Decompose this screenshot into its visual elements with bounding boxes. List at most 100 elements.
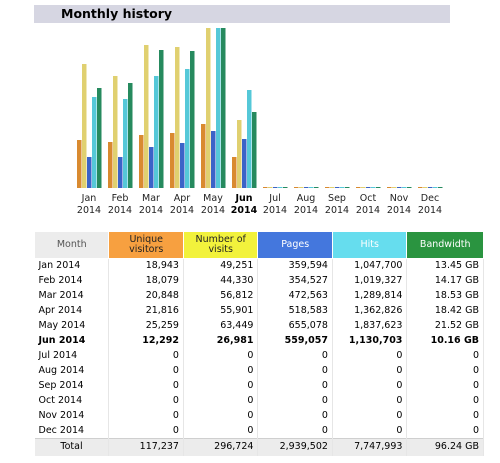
x-tick-month-label: Jan bbox=[81, 193, 97, 204]
table-row: Dec 2014 0 0 0 0 0 bbox=[34, 423, 484, 439]
cell-hits: 1,837,623 bbox=[332, 318, 408, 334]
total-hits: 7,747,993 bbox=[332, 438, 408, 456]
cell-pages: 559,057 bbox=[257, 333, 333, 349]
column-header-number-of-visits: Number of visits bbox=[182, 231, 259, 259]
cell-hits: 1,047,700 bbox=[332, 258, 408, 274]
cell-bandwidth: 10.16 GB bbox=[406, 333, 484, 349]
column-header-month: Month bbox=[33, 231, 110, 259]
bar-pages-may bbox=[211, 131, 216, 188]
bar-bandwidth-dec bbox=[438, 187, 443, 188]
table-row: Apr 2014 21,816 55,901 518,583 1,362,826 18.4… bbox=[34, 303, 484, 319]
total-pages: 2,939,502 bbox=[257, 438, 333, 456]
table-row: Jan 2014 18,943 49,251 359,594 1,047,700 13.4… bbox=[34, 258, 484, 274]
cell-month: Oct 2014 bbox=[34, 393, 110, 409]
cell-bandwidth: 0 bbox=[406, 378, 484, 394]
x-tick-month-label: Aug bbox=[297, 193, 316, 204]
total-label: Total bbox=[34, 438, 110, 456]
bar-number-of-visits-feb bbox=[113, 76, 118, 188]
cell-pages: 0 bbox=[257, 423, 333, 439]
cell-unique-visitors: 0 bbox=[108, 393, 184, 409]
bar-number-of-visits-oct bbox=[361, 187, 366, 188]
cell-hits: 0 bbox=[332, 378, 408, 394]
column-header-hits: Hits bbox=[331, 231, 408, 259]
cell-hits: 0 bbox=[332, 408, 408, 424]
total-bandwidth: 96.24 GB bbox=[406, 438, 484, 456]
x-tick-month-label: Jul bbox=[268, 193, 280, 204]
bar-unique-visitors-may bbox=[201, 124, 206, 188]
cell-month: Dec 2014 bbox=[34, 423, 110, 439]
bar-bandwidth-oct bbox=[376, 187, 381, 188]
cell-pages: 0 bbox=[257, 348, 333, 364]
cell-bandwidth: 18.53 GB bbox=[406, 288, 484, 304]
bar-pages-nov bbox=[397, 187, 402, 188]
bar-hits-mar bbox=[154, 76, 159, 188]
cell-pages: 0 bbox=[257, 393, 333, 409]
cell-number-of-visits: 44,330 bbox=[183, 273, 259, 289]
cell-bandwidth: 0 bbox=[406, 408, 484, 424]
bar-bandwidth-jul bbox=[283, 187, 288, 188]
x-tick-month-label: Feb bbox=[112, 193, 129, 204]
cell-number-of-visits: 63,449 bbox=[183, 318, 259, 334]
total-unique-visitors: 117,237 bbox=[108, 438, 184, 456]
x-tick-month-label: Mar bbox=[142, 193, 160, 204]
bar-number-of-visits-jan bbox=[82, 64, 87, 188]
bar-unique-visitors-apr bbox=[170, 133, 175, 188]
cell-bandwidth: 0 bbox=[406, 363, 484, 379]
cell-pages: 0 bbox=[257, 363, 333, 379]
bar-unique-visitors-nov bbox=[387, 187, 392, 188]
cell-hits: 0 bbox=[332, 393, 408, 409]
bar-hits-dec bbox=[433, 187, 438, 188]
x-tick-month-label: Jun bbox=[234, 193, 252, 204]
bar-pages-jul bbox=[273, 187, 278, 188]
bar-unique-visitors-jul bbox=[263, 187, 268, 188]
bar-hits-sep bbox=[340, 187, 345, 188]
table-row: Nov 2014 0 0 0 0 0 bbox=[34, 408, 484, 424]
cell-hits: 0 bbox=[332, 363, 408, 379]
cell-hits: 1,362,826 bbox=[332, 303, 408, 319]
bar-pages-dec bbox=[428, 187, 433, 188]
cell-number-of-visits: 49,251 bbox=[183, 258, 259, 274]
cell-hits: 1,130,703 bbox=[332, 333, 408, 349]
cell-unique-visitors: 0 bbox=[108, 408, 184, 424]
x-tick-year-label: 2014 bbox=[201, 205, 225, 216]
bar-pages-jun bbox=[242, 139, 247, 188]
bar-unique-visitors-sep bbox=[325, 187, 330, 188]
bar-number-of-visits-jun bbox=[237, 120, 242, 188]
table-row: Aug 2014 0 0 0 0 0 bbox=[34, 363, 484, 379]
cell-month: Jun 2014 bbox=[34, 333, 110, 349]
table-row: Jul 2014 0 0 0 0 0 bbox=[34, 348, 484, 364]
x-tick-year-label: 2014 bbox=[387, 205, 411, 216]
column-header-unique-visitors: Unique visitors bbox=[108, 231, 184, 259]
cell-pages: 0 bbox=[257, 408, 333, 424]
bar-pages-mar bbox=[149, 147, 154, 188]
bar-hits-feb bbox=[123, 99, 128, 188]
cell-bandwidth: 0 bbox=[406, 348, 484, 364]
bar-hits-oct bbox=[371, 187, 376, 188]
bar-pages-jan bbox=[87, 157, 92, 188]
cell-month: Mar 2014 bbox=[34, 288, 110, 304]
bar-bandwidth-nov bbox=[407, 187, 412, 188]
table-header-row: Month Unique visitors Number of visits P… bbox=[33, 231, 484, 259]
bar-hits-apr bbox=[185, 69, 190, 188]
cell-pages: 359,594 bbox=[257, 258, 333, 274]
x-tick-month-label: May bbox=[203, 193, 223, 204]
x-tick-year-label: 2014 bbox=[77, 205, 101, 216]
bar-unique-visitors-dec bbox=[418, 187, 423, 188]
table-row: Sep 2014 0 0 0 0 0 bbox=[34, 378, 484, 394]
bar-number-of-visits-may bbox=[206, 28, 211, 188]
cell-month: May 2014 bbox=[34, 318, 110, 334]
cell-number-of-visits: 0 bbox=[183, 348, 259, 364]
x-tick-month-label: Dec bbox=[421, 193, 439, 204]
table-row: Feb 2014 18,079 44,330 354,527 1,019,327 14.1… bbox=[34, 273, 484, 289]
bar-pages-sep bbox=[335, 187, 340, 188]
bar-hits-aug bbox=[309, 187, 314, 188]
x-tick-year-label: 2014 bbox=[108, 205, 132, 216]
x-tick-year-label: 2014 bbox=[294, 205, 318, 216]
cell-unique-visitors: 0 bbox=[108, 423, 184, 439]
bar-unique-visitors-feb bbox=[108, 142, 113, 188]
bar-number-of-visits-jul bbox=[268, 187, 273, 188]
x-tick-year-label: 2014 bbox=[263, 205, 287, 216]
x-tick-month-label: Sep bbox=[328, 193, 346, 204]
cell-month: Feb 2014 bbox=[34, 273, 110, 289]
bar-number-of-visits-aug bbox=[299, 187, 304, 188]
